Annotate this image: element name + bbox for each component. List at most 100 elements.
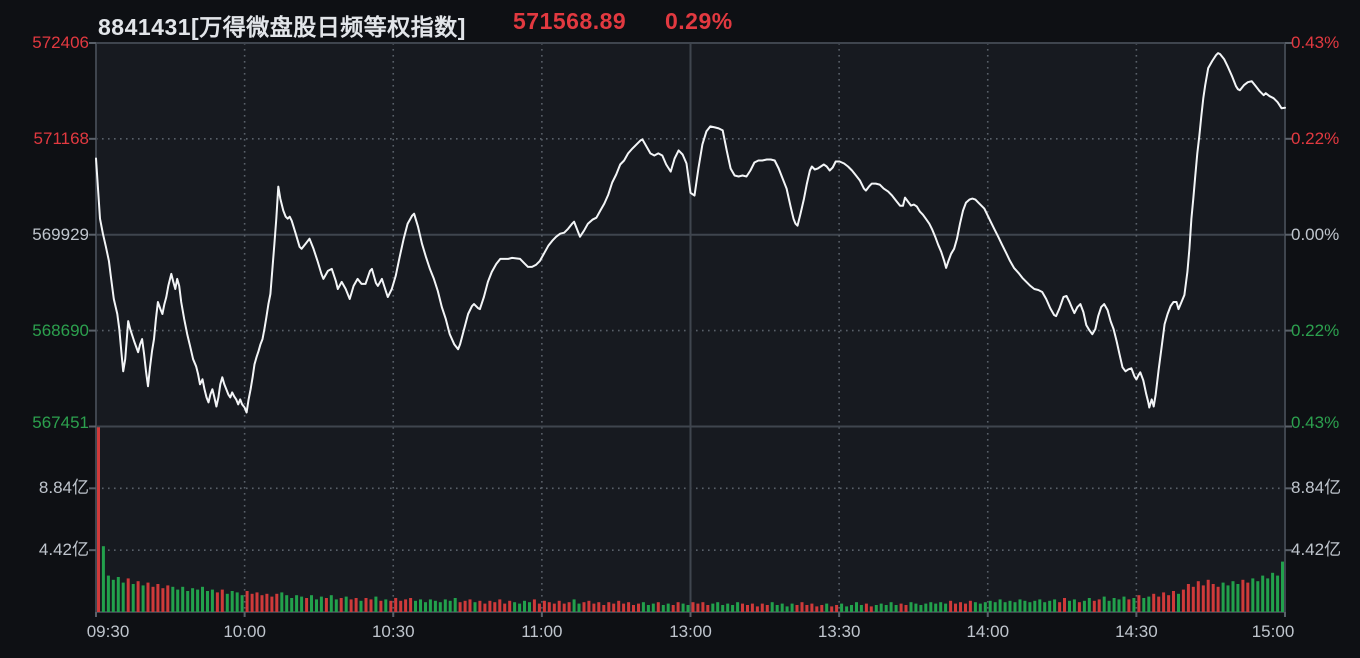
time-axis-label: 13:00	[669, 622, 712, 641]
volume-bar	[1013, 602, 1017, 612]
volume-bar	[1206, 579, 1210, 612]
volume-bar	[1053, 599, 1057, 612]
left-price-axis-label: 567451	[32, 412, 89, 432]
volume-bar	[493, 602, 497, 612]
volume-bar	[1266, 578, 1270, 612]
left-price-axis-label: 568690	[32, 320, 89, 340]
volume-bar	[666, 603, 670, 612]
volume-bar	[1147, 596, 1151, 612]
volume-bar	[889, 602, 893, 612]
volume-bar	[245, 591, 249, 612]
chart-header: 8841431[万得微盘股日频等权指数] 571568.89 0.29%	[0, 6, 1360, 40]
right-percent-axis-label: 0.43%	[1291, 412, 1340, 432]
volume-bar	[864, 603, 868, 612]
volume-bar	[1122, 596, 1126, 612]
volume-bar	[983, 602, 987, 612]
right-percent-axis-label: 0.43%	[1291, 33, 1340, 52]
volume-bar	[815, 606, 819, 612]
volume-bar	[706, 605, 710, 612]
volume-bar	[255, 592, 259, 612]
volume-bar	[785, 606, 789, 612]
volume-bar	[760, 603, 764, 612]
volume-bar	[186, 591, 190, 612]
volume-bar	[988, 600, 992, 612]
volume-bar	[379, 600, 383, 612]
volume-bar	[97, 427, 100, 612]
volume-bar	[111, 579, 115, 612]
volume-bar	[528, 602, 531, 612]
volume-bar	[1211, 584, 1215, 612]
volume-bar	[627, 602, 631, 612]
volume-bar	[587, 600, 591, 612]
volume-bar	[225, 593, 229, 612]
volume-bar	[1077, 602, 1081, 612]
volume-bar	[1216, 586, 1220, 612]
volume-bar	[215, 592, 219, 612]
volume-bar	[656, 602, 660, 612]
volume-bar	[285, 595, 289, 612]
volume-bar	[859, 605, 863, 612]
volume-bar	[968, 600, 972, 612]
volume-bar	[265, 593, 269, 612]
volume-bar	[315, 599, 318, 612]
volume-bar	[1256, 581, 1260, 612]
volume-bar	[929, 602, 933, 612]
volume-bar	[1167, 595, 1171, 612]
volume-bar	[210, 589, 214, 612]
volume-bar	[220, 589, 224, 612]
volume-bar	[334, 599, 338, 612]
volume-bar	[1107, 600, 1111, 612]
volume-bar	[993, 602, 997, 612]
volume-bar	[726, 603, 730, 612]
volume-bar	[592, 603, 596, 612]
volume-bar	[547, 602, 551, 612]
right-percent-axis-label: 0.00%	[1291, 224, 1340, 244]
volume-bar	[780, 603, 784, 612]
volume-bar	[1043, 602, 1047, 612]
volume-bar	[126, 578, 130, 612]
volume-bar	[101, 546, 105, 612]
volume-bar	[736, 602, 740, 612]
volume-bar	[1142, 598, 1146, 612]
volume-bar	[879, 603, 883, 612]
time-axis-label: 14:30	[1115, 622, 1158, 641]
volume-bar	[1226, 585, 1230, 612]
volume-bar	[1177, 593, 1180, 612]
time-axis-label: 13:30	[817, 622, 861, 641]
volume-bar	[191, 588, 195, 612]
price-line	[95, 52, 1286, 414]
volume-bar	[354, 598, 358, 612]
volume-bar	[329, 595, 333, 612]
volume-bar	[671, 605, 675, 612]
volume-bar	[651, 603, 655, 612]
volume-bar	[750, 603, 754, 612]
volume-bar	[374, 596, 378, 612]
volume-bar	[731, 605, 735, 612]
volume-bar	[1281, 561, 1284, 612]
volume-bar	[414, 600, 417, 612]
volume-bar	[904, 605, 908, 612]
volume-bar	[825, 603, 829, 612]
volume-bar	[711, 603, 715, 612]
volume-bar	[260, 595, 264, 612]
volume-bar	[532, 599, 536, 612]
volume-bar	[176, 589, 180, 612]
volume-bar	[1231, 581, 1235, 612]
volume-bar	[939, 602, 943, 612]
volume-bar	[602, 605, 606, 612]
volume-bar	[156, 584, 160, 612]
volume-bar	[998, 599, 1002, 612]
volume-bar	[805, 605, 809, 612]
volume-bar	[607, 602, 611, 612]
volume-bar	[537, 603, 541, 612]
volume-bar	[443, 599, 447, 612]
volume-bar	[141, 585, 145, 612]
volume-bar	[909, 602, 913, 612]
volume-bar	[701, 602, 705, 612]
volume-bar	[1003, 602, 1007, 612]
volume-bar	[384, 599, 388, 612]
volume-bar	[1068, 600, 1071, 612]
volume-bar	[1157, 596, 1161, 612]
volume-bar	[845, 606, 849, 612]
